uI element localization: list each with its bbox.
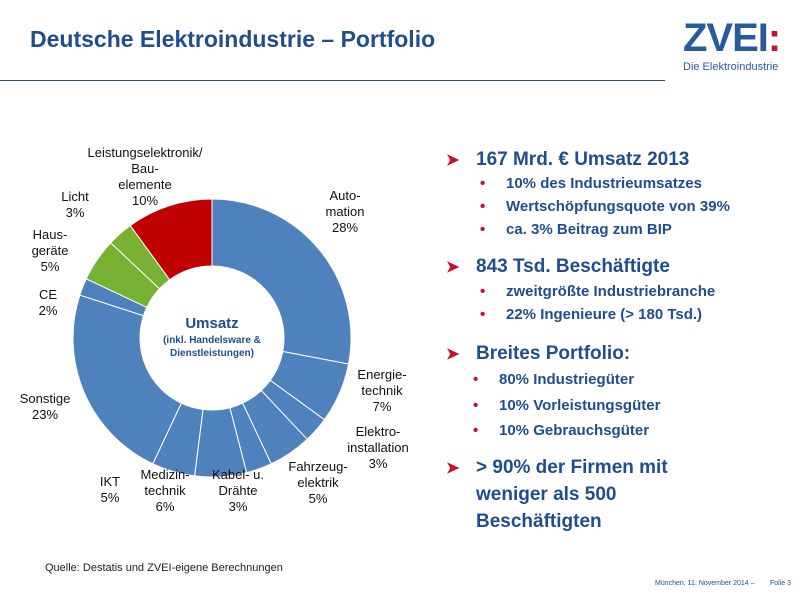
slice-label-line: Licht xyxy=(61,189,89,204)
donut-slice xyxy=(72,294,183,465)
slice-label-line: Auto- xyxy=(329,188,361,203)
slice-label-line: 7% xyxy=(372,399,392,414)
slide-title: Deutsche Elektroindustrie – Portfolio xyxy=(30,26,436,52)
slice-label-line: elektrik xyxy=(297,475,339,490)
slice-label-line: CE xyxy=(38,287,58,302)
slice-label-line: elemente xyxy=(118,177,172,192)
bullet-icon: • xyxy=(473,371,479,388)
center-title: Umsatz xyxy=(185,315,239,332)
source-note: Quelle: Destatis und ZVEI-eigene Berechn… xyxy=(45,562,283,574)
slice-label-line: 5% xyxy=(308,491,328,506)
bullet-icon: • xyxy=(473,397,479,414)
bullet-icon: • xyxy=(473,422,479,439)
center-subtitle-1: (inkl. Handelsware & xyxy=(163,335,261,346)
arrow-icon: ➤ xyxy=(446,460,460,477)
slice-label: IKT 5% xyxy=(100,474,120,506)
slice-label-line: Elektro- xyxy=(355,424,401,439)
slice-label: Sonstige 23% xyxy=(20,391,71,423)
slice-label-line: Drähte xyxy=(218,483,258,498)
slice-label-line: 6% xyxy=(155,499,175,514)
slice-label: Kabel- u. Drähte 3% xyxy=(212,467,264,515)
slice-label: Haus-geräte 5% xyxy=(32,227,69,275)
slice-label-line: 2% xyxy=(38,303,58,318)
slice-label: Licht 3% xyxy=(61,189,88,221)
slice-label: Medizin-technik 6% xyxy=(140,467,189,515)
slice-label-line: geräte xyxy=(31,243,69,258)
bullet-icon: • xyxy=(480,283,486,300)
slice-label-line: Energie- xyxy=(357,367,407,382)
donut-center-label: Umsatz (inkl. Handelsware & Dienstleistu… xyxy=(142,314,282,360)
arrow-icon: ➤ xyxy=(446,346,460,363)
footer-date: München, 11. November 2014 – xyxy=(655,580,755,587)
slice-label-line: Medizin- xyxy=(140,467,190,482)
slide-number: Folie 3 xyxy=(770,580,792,587)
bullet-icon: • xyxy=(480,306,486,323)
fact-item: • ca. 3% Beitrag zum BIP xyxy=(480,221,672,238)
slice-label-line: Bau- xyxy=(131,161,159,176)
slice-label-line: 5% xyxy=(100,490,120,505)
slice-label: Energie-technik 7% xyxy=(357,367,406,415)
slice-label: Auto-mation 28% xyxy=(325,188,364,236)
slice-label-line: mation xyxy=(325,204,365,219)
title-divider xyxy=(0,80,665,81)
fact-item: • 10% Gebrauchsgüter xyxy=(473,422,650,439)
slice-label-line: 10% xyxy=(131,193,159,208)
slice-label-line: Fahrzeug- xyxy=(288,459,348,474)
slice-label-line: Leistungselektronik/ xyxy=(87,145,203,160)
slice-label-line: 3% xyxy=(228,499,248,514)
logo-subtitle: Die Elektroindustrie xyxy=(683,61,779,73)
slice-label: Fahrzeug-elektrik 5% xyxy=(288,459,347,507)
donut-hole xyxy=(140,266,284,410)
slice-label-line: IKT xyxy=(99,474,121,489)
slice-label: Leistungselektronik/Bau-elemente 10% xyxy=(88,145,203,209)
slice-label-line: technik xyxy=(144,483,186,498)
fact-item: • 22% Ingenieure (> 180 Tsd.) xyxy=(480,306,703,323)
slice-label-line: technik xyxy=(361,383,403,398)
slice-label: Elektro-installation 3% xyxy=(347,424,408,472)
bullet-icon: • xyxy=(480,221,486,238)
zvei-logo: ZVEI: Die Elektroindustrie xyxy=(683,16,783,76)
logo-text: ZVEI xyxy=(683,16,769,60)
fact-item: • 10% des Industrieumsatzes xyxy=(480,175,702,192)
fact-item: • zweitgrößte Industriebranche xyxy=(480,283,716,300)
slice-label-line: 3% xyxy=(65,205,85,220)
slice-label-line: Haus- xyxy=(32,227,68,242)
slice-label-line: installation xyxy=(347,440,409,455)
slice-label-line: 28% xyxy=(331,220,359,235)
slice-label: CE 2% xyxy=(39,287,58,319)
fact-item: • 80% Industriegüter xyxy=(473,371,635,388)
slice-label-line: Sonstige xyxy=(19,391,71,406)
bullet-icon: • xyxy=(480,198,486,215)
slice-label-line: 3% xyxy=(368,456,388,471)
arrow-icon: ➤ xyxy=(446,259,460,276)
logo-colon: : xyxy=(767,16,781,60)
arrow-icon: ➤ xyxy=(446,152,460,169)
slice-label-line: 23% xyxy=(31,407,59,422)
center-subtitle-2: Dienstleistungen) xyxy=(170,348,254,359)
fact-item: • 10% Vorleistungsgüter xyxy=(473,397,661,414)
fact-item: • Wertschöpfungsquote von 39% xyxy=(480,198,730,215)
slice-label-line: 5% xyxy=(40,259,60,274)
slice-label-line: Kabel- u. xyxy=(211,467,265,482)
bullet-icon: • xyxy=(480,175,486,192)
